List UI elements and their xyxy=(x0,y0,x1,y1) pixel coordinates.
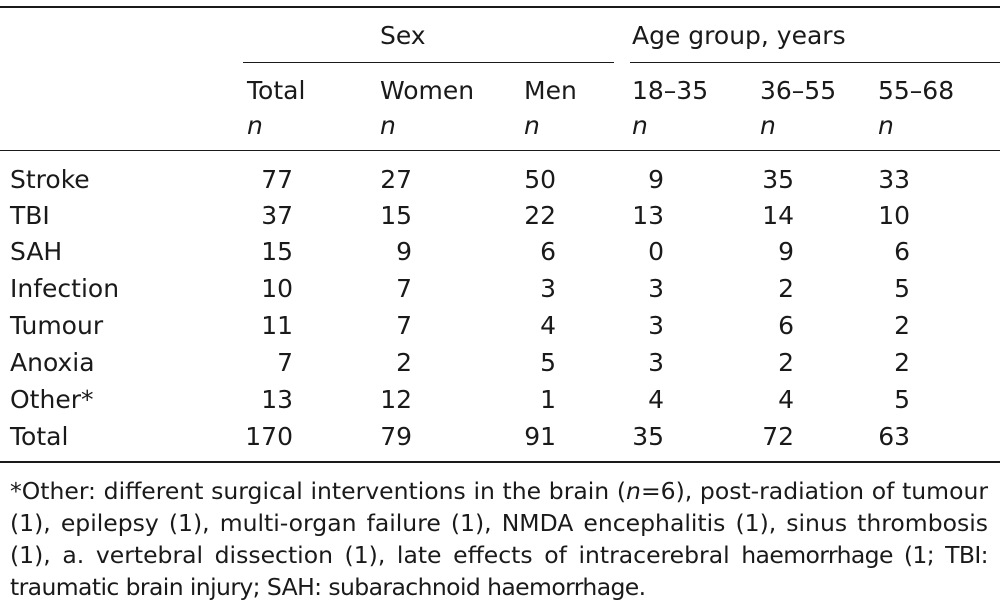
cell-age-55-68: 10 xyxy=(878,201,910,230)
row-label: Total xyxy=(10,422,69,451)
cell-men: 4 xyxy=(540,311,556,340)
col-header-women: Women xyxy=(380,76,475,105)
footnote-part2: =6), post-radiation of tumour (1), epile… xyxy=(10,477,989,569)
cell-age-18-35: 9 xyxy=(648,165,664,194)
sex-group-underline xyxy=(243,62,614,63)
col-unit-age-36-55: n xyxy=(760,111,776,140)
col-header-men: Men xyxy=(524,76,577,105)
cell-women: 7 xyxy=(396,274,412,303)
col-unit-women: n xyxy=(380,111,396,140)
cell-age-36-55: 35 xyxy=(762,165,794,194)
age-group-underline xyxy=(630,62,1000,63)
cell-age-55-68: 63 xyxy=(878,422,910,451)
row-label: Anoxia xyxy=(10,348,95,377)
cell-men: 5 xyxy=(540,348,556,377)
table-top-rule xyxy=(0,6,1000,8)
cell-age-36-55: 2 xyxy=(778,274,794,303)
cell-women: 15 xyxy=(380,201,412,230)
cell-men: 91 xyxy=(524,422,556,451)
col-unit-age-55-68: n xyxy=(878,111,894,140)
cell-total: 13 xyxy=(261,385,293,414)
cell-age-36-55: 14 xyxy=(762,201,794,230)
cell-age-55-68: 5 xyxy=(894,274,910,303)
cell-age-55-68: 2 xyxy=(894,311,910,340)
cell-age-55-68: 5 xyxy=(894,385,910,414)
cell-age-55-68: 6 xyxy=(894,237,910,266)
cell-women: 12 xyxy=(380,385,412,414)
cell-age-55-68: 2 xyxy=(894,348,910,377)
cell-total: 37 xyxy=(261,201,293,230)
col-header-age-18-35: 18–35 xyxy=(632,76,709,105)
footnote-part3: haemorrhage (1; TBI: traumatic brain inj… xyxy=(10,541,989,601)
cell-age-36-55: 6 xyxy=(778,311,794,340)
row-label: Infection xyxy=(10,274,120,303)
cell-total: 15 xyxy=(261,237,293,266)
col-header-age-55-68: 55–68 xyxy=(878,76,955,105)
cell-total: 77 xyxy=(261,165,293,194)
age-group-header: Age group, years xyxy=(632,21,846,50)
footnote-part1: *Other: different surgical interventions… xyxy=(10,477,627,505)
cell-age-18-35: 3 xyxy=(648,274,664,303)
cell-women: 7 xyxy=(396,311,412,340)
cell-age-36-55: 72 xyxy=(762,422,794,451)
sex-group-header: Sex xyxy=(380,21,426,50)
header-bottom-rule xyxy=(0,150,1000,151)
row-label: TBI xyxy=(10,201,50,230)
cell-age-36-55: 2 xyxy=(778,348,794,377)
cell-age-55-68: 33 xyxy=(878,165,910,194)
footnote-n-symbol: n xyxy=(626,477,641,505)
cell-age-36-55: 4 xyxy=(778,385,794,414)
cell-women: 79 xyxy=(380,422,412,451)
col-unit-total: n xyxy=(247,111,263,140)
col-header-age-36-55: 36–55 xyxy=(760,76,837,105)
cell-total: 170 xyxy=(245,422,293,451)
col-unit-men: n xyxy=(524,111,540,140)
col-header-total: Total xyxy=(247,76,306,105)
cell-women: 2 xyxy=(396,348,412,377)
cell-age-18-35: 13 xyxy=(632,201,664,230)
cell-total: 10 xyxy=(261,274,293,303)
row-label: Tumour xyxy=(10,311,104,340)
row-label: SAH xyxy=(10,237,63,266)
cell-age-18-35: 35 xyxy=(632,422,664,451)
cell-men: 50 xyxy=(524,165,556,194)
cell-men: 6 xyxy=(540,237,556,266)
cell-women: 9 xyxy=(396,237,412,266)
table-footnote: *Other: different surgical interventions… xyxy=(10,475,989,603)
row-label: Stroke xyxy=(10,165,90,194)
cell-men: 1 xyxy=(540,385,556,414)
row-label: Other* xyxy=(10,385,94,414)
cell-age-18-35: 0 xyxy=(648,237,664,266)
cell-total: 7 xyxy=(277,348,293,377)
cell-men: 3 xyxy=(540,274,556,303)
cell-age-18-35: 3 xyxy=(648,348,664,377)
cell-age-18-35: 4 xyxy=(648,385,664,414)
cell-women: 27 xyxy=(380,165,412,194)
table-bottom-rule xyxy=(0,461,1000,463)
cell-total: 11 xyxy=(261,311,293,340)
cell-age-36-55: 9 xyxy=(778,237,794,266)
col-unit-age-18-35: n xyxy=(632,111,648,140)
cell-age-18-35: 3 xyxy=(648,311,664,340)
cell-men: 22 xyxy=(524,201,556,230)
